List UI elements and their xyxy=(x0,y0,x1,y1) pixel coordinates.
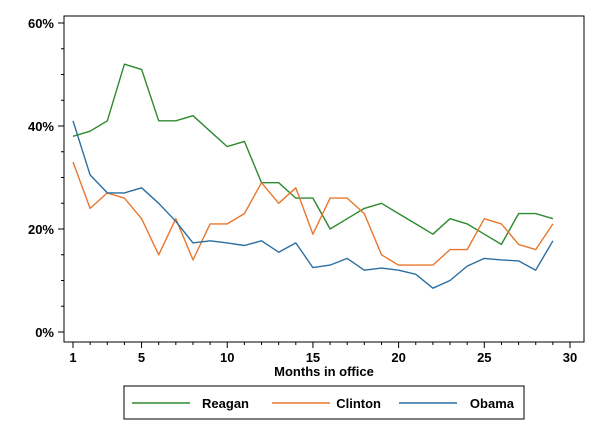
y-tick-label: 40% xyxy=(28,119,54,134)
legend-label-obama: Obama xyxy=(470,396,515,411)
x-tick-label: 30 xyxy=(563,350,577,365)
y-tick-label: 0% xyxy=(35,325,54,340)
x-tick-label: 5 xyxy=(138,350,145,365)
legend-label-clinton: Clinton xyxy=(336,396,381,411)
x-axis: 1 5 10 15 20 25 30 xyxy=(69,342,577,365)
legend: Reagan Clinton Obama xyxy=(123,385,525,420)
x-tick-label: 15 xyxy=(306,350,320,365)
legend-label-reagan: Reagan xyxy=(202,396,249,411)
x-axis-title: Months in office xyxy=(274,364,374,379)
plot-frame xyxy=(63,15,585,343)
x-tick-label: 10 xyxy=(220,350,234,365)
y-tick-label: 20% xyxy=(28,222,54,237)
series-lines xyxy=(72,63,554,289)
x-tick-label: 25 xyxy=(477,350,491,365)
x-tick-label: 1 xyxy=(69,350,76,365)
y-axis: 0% 20% 40% 60% xyxy=(28,16,64,340)
y-tick-label: 60% xyxy=(28,16,54,31)
x-tick-label: 20 xyxy=(391,350,405,365)
